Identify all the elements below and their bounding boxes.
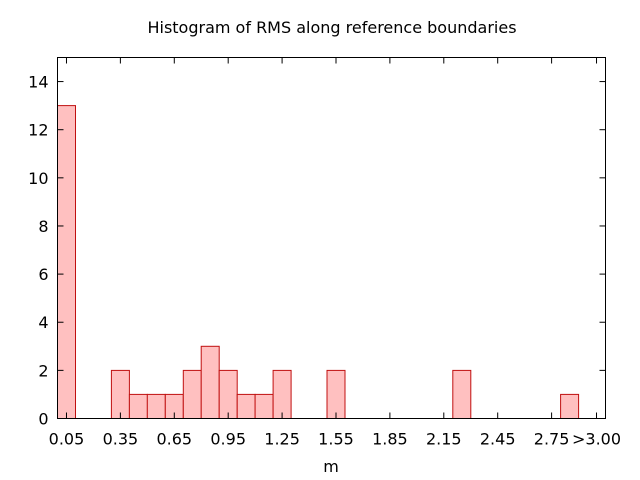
histogram-bar-9 xyxy=(254,393,274,419)
ticks-group: 0 2 4 6 8 10 12 14 0.05 0.35 0.65 0.95 1.25 1.55 1.85 2… xyxy=(28,57,621,449)
x-tick-label-5: 1.55 xyxy=(318,430,354,449)
histogram-bar-2 xyxy=(128,393,148,419)
histogram-bar-3 xyxy=(146,393,166,419)
histogram-bar-0 xyxy=(57,105,76,419)
y-tick-label-6: 12 xyxy=(28,121,48,140)
x-tick-label-4: 1.25 xyxy=(264,430,300,449)
histogram-bar-5 xyxy=(182,369,202,419)
histogram-bar-13 xyxy=(560,393,580,419)
x-tick-label-8: 2.45 xyxy=(480,430,516,449)
histogram-bar-10 xyxy=(272,369,292,419)
y-tick-label-4: 8 xyxy=(38,217,48,236)
y-tick-label-5: 10 xyxy=(28,169,48,188)
bars-group xyxy=(57,105,580,419)
x-axis-label: m xyxy=(323,457,339,476)
histogram-bar-8 xyxy=(236,393,256,419)
histogram-bar-7 xyxy=(218,369,238,419)
histogram-bar-6 xyxy=(200,345,220,419)
x-tick-label-2: 0.65 xyxy=(156,430,192,449)
y-tick-label-2: 4 xyxy=(38,313,48,332)
y-tick-label-3: 6 xyxy=(38,265,48,284)
histogram-bar-11 xyxy=(326,369,346,419)
y-tick-label-1: 2 xyxy=(38,361,48,380)
x-tick-label-9: 2.75 xyxy=(534,430,570,449)
y-tick-label-7: 14 xyxy=(28,73,48,92)
x-tick-label-1: 0.35 xyxy=(103,430,139,449)
histogram-bar-1 xyxy=(110,369,130,419)
histogram-bar-12 xyxy=(452,369,472,419)
x-tick-label-0: 0.05 xyxy=(49,430,85,449)
chart-title: Histogram of RMS along reference boundar… xyxy=(147,18,516,37)
plot-frame xyxy=(57,57,606,419)
x-tick-label-6: 1.85 xyxy=(372,430,408,449)
x-tick-label-7: 2.15 xyxy=(426,430,462,449)
x-tick-label-3: 0.95 xyxy=(210,430,246,449)
x-tick-label-10: >3.00 xyxy=(572,430,621,449)
y-tick-label-0: 0 xyxy=(38,410,48,429)
